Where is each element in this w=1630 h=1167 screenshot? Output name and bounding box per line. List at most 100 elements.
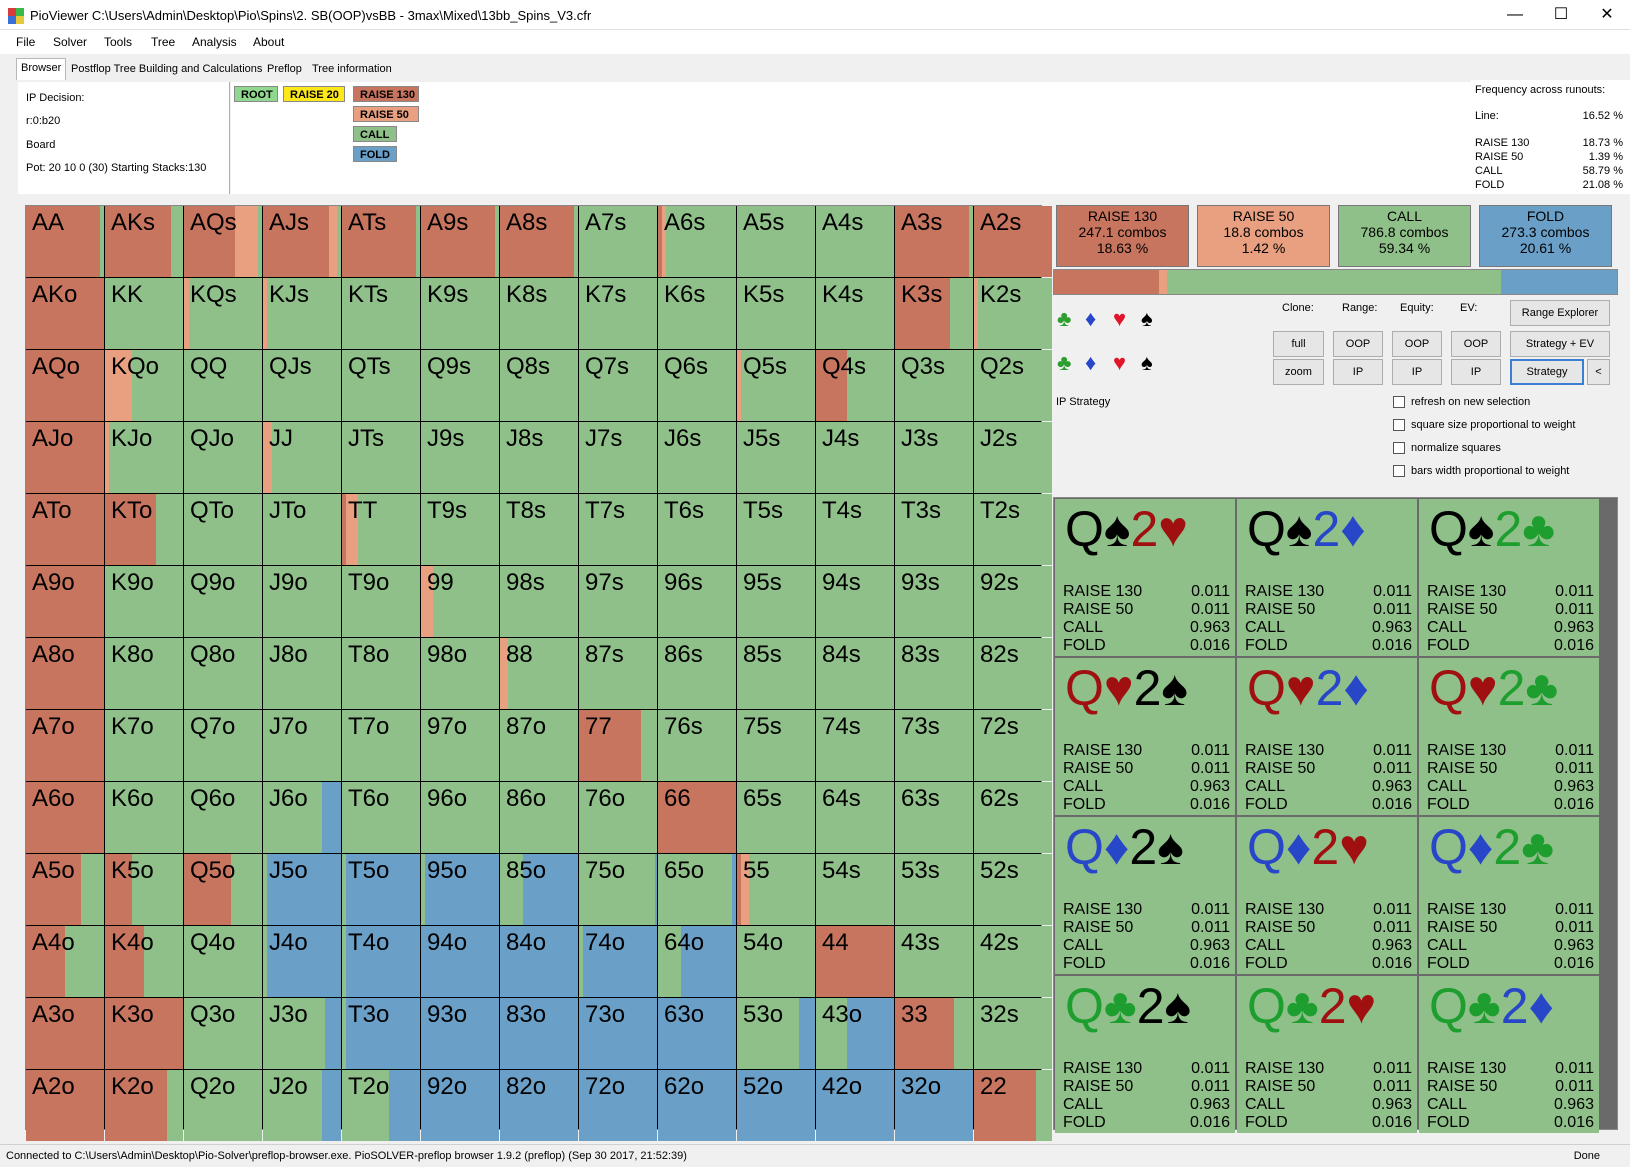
hand-cell[interactable]: 98o <box>421 638 499 709</box>
hand-cell[interactable]: T7o <box>342 710 420 781</box>
hand-cell[interactable]: 62o <box>658 1070 736 1141</box>
tree-node-root[interactable]: ROOT <box>234 86 278 102</box>
hand-cell[interactable]: J2s <box>974 422 1052 493</box>
hand-cell[interactable]: 74o <box>579 926 657 997</box>
hand-cell[interactable]: Q2o <box>184 1070 262 1141</box>
hand-cell[interactable]: 76o <box>579 782 657 853</box>
hand-cell[interactable]: Q6s <box>658 350 736 421</box>
diamond-icon[interactable]: ♦ <box>1085 306 1097 331</box>
minimize-button[interactable]: — <box>1507 6 1523 23</box>
hand-cell[interactable]: AKs <box>105 206 183 277</box>
hand-cell[interactable]: T4s <box>816 494 894 565</box>
menu-solver[interactable]: Solver <box>53 35 88 49</box>
hand-cell[interactable]: 77 <box>579 710 657 781</box>
hand-cell[interactable]: QJs <box>263 350 341 421</box>
hand-cell[interactable]: ATs <box>342 206 420 277</box>
tab-tree-information[interactable]: Tree information <box>312 63 392 75</box>
checkbox-box[interactable] <box>1393 465 1405 478</box>
hand-cell[interactable]: K9s <box>421 278 499 349</box>
hand-cell[interactable]: QTs <box>342 350 420 421</box>
hand-cell[interactable]: 82o <box>500 1070 578 1141</box>
hand-cell[interactable]: 62s <box>974 782 1052 853</box>
hand-cell[interactable]: 54s <box>816 854 894 925</box>
hand-cell[interactable]: TT <box>342 494 420 565</box>
hand-cell[interactable]: 65o <box>658 854 736 925</box>
hand-cell[interactable]: A2s <box>974 206 1052 277</box>
hand-cell[interactable]: K4s <box>816 278 894 349</box>
hand-cell[interactable]: 32s <box>974 998 1052 1069</box>
range-oop-button[interactable]: OOP <box>1333 331 1383 357</box>
hand-cell[interactable]: 75s <box>737 710 815 781</box>
hand-cell[interactable]: 98s <box>500 566 578 637</box>
hand-cell[interactable]: A5s <box>737 206 815 277</box>
hand-cell[interactable]: 64o <box>658 926 736 997</box>
heart-icon[interactable]: ♥ <box>1113 350 1127 375</box>
hand-cell[interactable]: ATo <box>26 494 104 565</box>
hand-cell[interactable]: J8s <box>500 422 578 493</box>
hand-cell[interactable]: K2o <box>105 1070 183 1141</box>
normalize-checkbox[interactable]: normalize squares <box>1393 442 1501 456</box>
hand-cell[interactable]: K9o <box>105 566 183 637</box>
hand-cell[interactable]: Q5o <box>184 854 262 925</box>
hand-cell[interactable]: 94o <box>421 926 499 997</box>
hand-cell[interactable]: A8s <box>500 206 578 277</box>
hand-cell[interactable]: K5s <box>737 278 815 349</box>
hand-cell[interactable]: J2o <box>263 1070 341 1141</box>
menu-tree[interactable]: Tree <box>151 35 176 49</box>
hand-cell[interactable]: AA <box>26 206 104 277</box>
hand-cell[interactable]: T3s <box>895 494 973 565</box>
hand-cell[interactable]: QJo <box>184 422 262 493</box>
hand-cell[interactable]: 73o <box>579 998 657 1069</box>
hand-cell[interactable]: K3o <box>105 998 183 1069</box>
hand-cell[interactable]: 93s <box>895 566 973 637</box>
hand-cell[interactable]: Q3o <box>184 998 262 1069</box>
hand-cell[interactable]: QTo <box>184 494 262 565</box>
menu-tools[interactable]: Tools <box>104 35 133 49</box>
clone-full-button[interactable]: full <box>1273 331 1324 357</box>
hand-cell[interactable]: 86s <box>658 638 736 709</box>
hand-cell[interactable]: A9s <box>421 206 499 277</box>
hand-cell[interactable]: 88 <box>500 638 578 709</box>
hand-cell[interactable]: Q8s <box>500 350 578 421</box>
range-ip-button[interactable]: IP <box>1333 359 1383 385</box>
checkbox-box[interactable] <box>1393 396 1405 409</box>
hand-cell[interactable]: 72o <box>579 1070 657 1141</box>
hand-cell[interactable]: 52s <box>974 854 1052 925</box>
hand-cell[interactable]: AJs <box>263 206 341 277</box>
checkbox-box[interactable] <box>1393 442 1405 455</box>
collapse-button[interactable]: < <box>1587 359 1610 385</box>
hand-cell[interactable]: Q3s <box>895 350 973 421</box>
hand-cell[interactable]: 84s <box>816 638 894 709</box>
hand-cell[interactable]: A7s <box>579 206 657 277</box>
hand-cell[interactable]: JJ <box>263 422 341 493</box>
hand-cell[interactable]: 82s <box>974 638 1052 709</box>
hand-cell[interactable]: 87o <box>500 710 578 781</box>
hand-cell[interactable]: K2s <box>974 278 1052 349</box>
hand-cell[interactable]: J7o <box>263 710 341 781</box>
tree-node-fold[interactable]: FOLD <box>353 146 397 162</box>
hand-cell[interactable]: 99 <box>421 566 499 637</box>
tab-browser[interactable]: Browser <box>16 58 67 80</box>
hand-cell[interactable]: KTs <box>342 278 420 349</box>
hand-cell[interactable]: Q4s <box>816 350 894 421</box>
hand-cell[interactable]: QQ <box>184 350 262 421</box>
hand-cell[interactable]: A2o <box>26 1070 104 1141</box>
hand-cell[interactable]: 73s <box>895 710 973 781</box>
hand-cell[interactable]: T6s <box>658 494 736 565</box>
hand-cell[interactable]: J3s <box>895 422 973 493</box>
hand-cell[interactable]: T8s <box>500 494 578 565</box>
hand-cell[interactable]: 76s <box>658 710 736 781</box>
hand-cell[interactable]: 42o <box>816 1070 894 1141</box>
heart-icon[interactable]: ♥ <box>1113 306 1127 331</box>
hand-cell[interactable]: 55 <box>737 854 815 925</box>
hand-cell[interactable]: J3o <box>263 998 341 1069</box>
action-box-raise-50[interactable]: RAISE 50 18.8 combos 1.42 % <box>1197 205 1330 267</box>
hand-cell[interactable]: 94s <box>816 566 894 637</box>
hand-cell[interactable]: Q2s <box>974 350 1052 421</box>
hand-cell[interactable]: 65s <box>737 782 815 853</box>
hand-cell[interactable]: AQs <box>184 206 262 277</box>
hand-cell[interactable]: J8o <box>263 638 341 709</box>
hand-cell[interactable]: Q8o <box>184 638 262 709</box>
hand-cell[interactable]: 63o <box>658 998 736 1069</box>
hand-cell[interactable]: J4s <box>816 422 894 493</box>
